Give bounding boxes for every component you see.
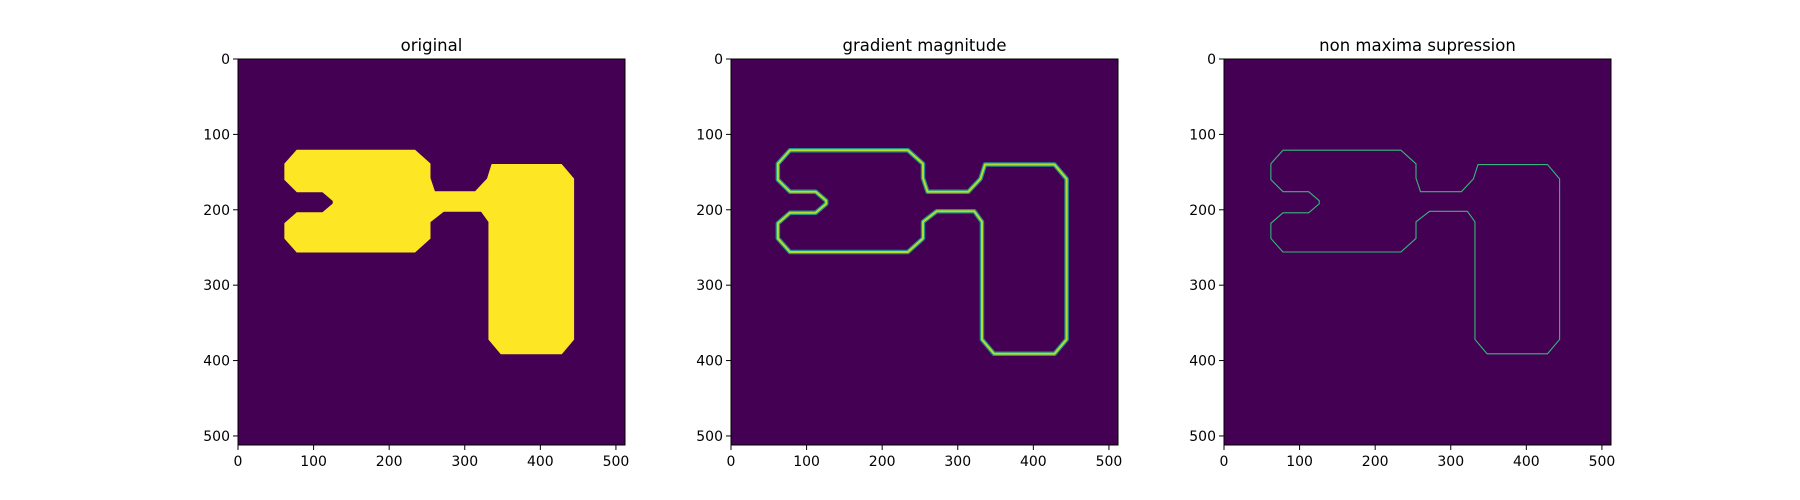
y-tick-label: 400 — [696, 354, 723, 370]
y-tick-label: 400 — [203, 354, 230, 370]
x-tick-label: 0 — [1220, 454, 1229, 470]
axes-frame — [237, 58, 626, 446]
x-tick-label: 100 — [300, 454, 327, 470]
y-tick-label: 400 — [1189, 354, 1216, 370]
y-tick-label: 200 — [1189, 203, 1216, 219]
x-tick-label: 300 — [944, 454, 971, 470]
edge-thin — [1270, 149, 1561, 355]
chart-title: original — [401, 36, 463, 55]
x-tick-label: 500 — [1589, 454, 1616, 470]
axes-frame — [1223, 58, 1612, 446]
y-tick-label: 0 — [1207, 52, 1216, 68]
image-background — [1224, 59, 1611, 445]
x-tick-label: 0 — [727, 454, 736, 470]
x-tick-label: 100 — [1286, 454, 1313, 470]
edge-inner — [776, 149, 1068, 355]
x-tick-label: 200 — [376, 454, 403, 470]
shape-fill — [284, 149, 575, 355]
y-tick-label: 500 — [1189, 429, 1216, 445]
x-tick-label: 300 — [451, 454, 478, 470]
y-tick-label: 100 — [203, 127, 230, 143]
y-tick-label: 0 — [221, 52, 230, 68]
x-tick-label: 200 — [1362, 454, 1389, 470]
y-tick-label: 0 — [714, 52, 723, 68]
x-tick-label: 400 — [1513, 454, 1540, 470]
y-tick-label: 500 — [203, 429, 230, 445]
chart-title: non maxima supression — [1319, 36, 1516, 55]
y-tick-label: 500 — [696, 429, 723, 445]
x-tick-label: 200 — [869, 454, 896, 470]
y-tick-label: 200 — [696, 203, 723, 219]
x-tick-label: 400 — [1020, 454, 1047, 470]
x-tick-label: 0 — [234, 454, 243, 470]
y-tick-label: 300 — [203, 278, 230, 294]
x-tick-label: 500 — [1096, 454, 1123, 470]
x-tick-label: 300 — [1437, 454, 1464, 470]
x-tick-label: 400 — [527, 454, 554, 470]
x-tick-label: 500 — [603, 454, 630, 470]
y-tick-label: 200 — [203, 203, 230, 219]
axes-frame — [730, 58, 1119, 446]
y-tick-label: 100 — [696, 127, 723, 143]
y-tick-label: 300 — [696, 278, 723, 294]
y-tick-label: 100 — [1189, 127, 1216, 143]
x-tick-label: 100 — [793, 454, 820, 470]
y-tick-label: 300 — [1189, 278, 1216, 294]
chart-title: gradient magnitude — [842, 36, 1006, 55]
